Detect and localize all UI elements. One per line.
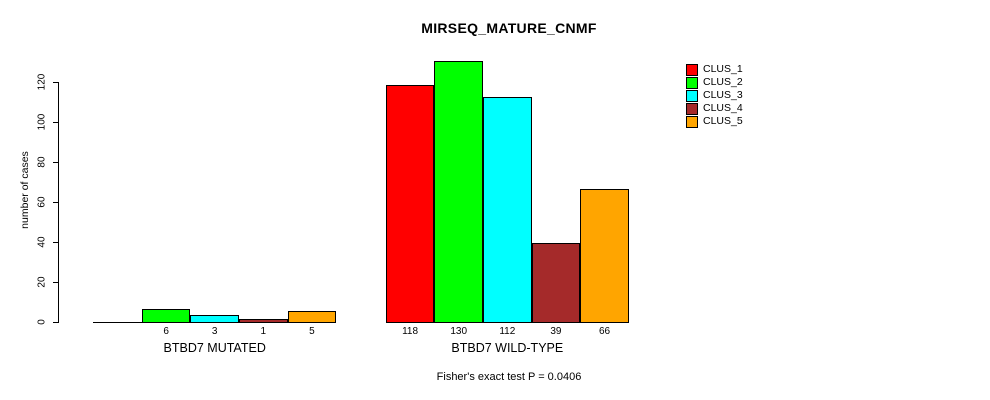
y-tick-label: 40 [36,236,48,248]
legend-label: CLUS_1 [703,63,743,75]
legend-label: CLUS_4 [703,102,743,114]
legend-swatch [686,103,698,115]
bar [141,309,191,323]
y-tick [53,202,58,203]
bar-value-label: 66 [598,326,611,337]
legend-label: CLUS_5 [703,115,743,127]
legend-swatch [686,77,698,89]
bar-value-label: 112 [499,326,516,337]
y-tick-label: 0 [36,319,48,325]
y-tick-label: 20 [36,276,48,288]
y-tick [53,82,58,83]
legend-swatch [686,90,698,102]
y-axis-label: number of cases [19,151,31,229]
bar [483,97,532,323]
bar-value-label: 1 [260,326,267,337]
group-label: BTBD7 MUTATED [163,341,266,355]
bar-value-label: 3 [211,326,218,337]
y-tick-label: 120 [36,73,48,91]
y-tick-label: 60 [36,196,48,208]
bar [239,319,288,323]
bar [190,315,239,323]
y-tick [53,122,58,123]
chart-title: MIRSEQ_MATURE_CNMF [421,20,597,36]
legend-label: CLUS_3 [703,89,743,101]
y-tick [53,282,58,283]
bar [531,243,581,323]
bar-value-label: 39 [550,326,562,337]
y-tick-label: 80 [36,156,48,168]
y-tick-label: 100 [36,113,48,131]
bar-value-label: 118 [402,326,419,337]
legend-label: CLUS_2 [703,76,743,88]
y-tick [53,162,58,163]
bar [93,322,142,323]
legend-swatch [686,64,698,76]
bar [434,61,483,323]
y-axis-line [58,82,59,323]
bar [580,189,629,323]
y-tick [53,242,58,243]
bar-value-label: 5 [309,326,315,337]
bar [385,85,435,323]
stat-annotation: Fisher's exact test P = 0.0406 [436,371,582,383]
bar-value-label: 130 [450,326,468,337]
y-tick [53,322,58,323]
group-label: BTBD7 WILD-TYPE [451,341,564,355]
bar [287,311,337,323]
bar-value-label: 6 [163,326,169,337]
legend-swatch [686,116,698,128]
